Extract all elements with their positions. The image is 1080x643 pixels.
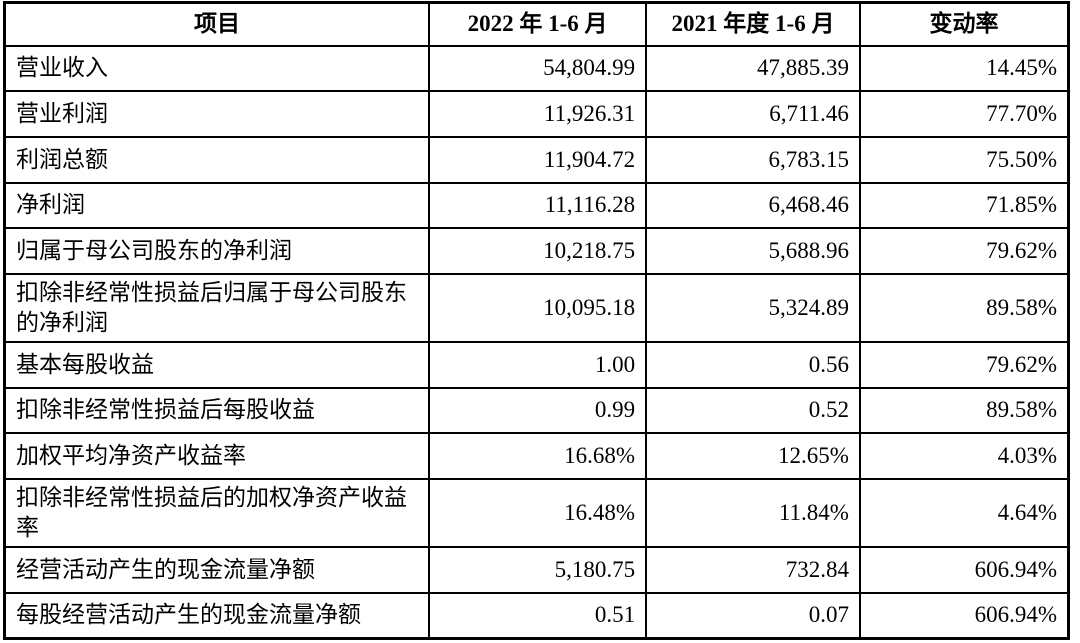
table-row: 净利润 11,116.28 6,468.46 71.85% xyxy=(3,181,1070,230)
table-row: 归属于母公司股东的净利润 10,218.75 5,688.96 79.62% xyxy=(3,227,1070,276)
value-2022-cell: 16.68% xyxy=(428,432,648,481)
table-row: 基本每股收益 1.00 0.56 79.62% xyxy=(3,340,1070,389)
value-2021-cell: 47,885.39 xyxy=(645,44,861,93)
value-2022-cell: 11,116.28 xyxy=(428,181,648,230)
table-row: 每股经营活动产生的现金流量净额 0.51 0.07 606.94% xyxy=(3,591,1070,640)
change-rate-cell: 4.03% xyxy=(858,432,1070,481)
header-2022-period: 2022 年 1-6 月 xyxy=(428,1,648,47)
header-item: 项目 xyxy=(3,1,431,47)
item-cell: 扣除非经常性损益后的加权净资产收益率 xyxy=(3,478,431,548)
change-rate-cell: 79.62% xyxy=(858,227,1070,276)
change-rate-cell: 71.85% xyxy=(858,181,1070,230)
table-row: 营业利润 11,926.31 6,711.46 77.70% xyxy=(3,90,1070,138)
value-2021-cell: 5,688.96 xyxy=(645,227,861,276)
value-2021-cell: 6,468.46 xyxy=(645,181,861,230)
value-2021-cell: 12.65% xyxy=(645,432,861,481)
table-row: 加权平均净资产收益率 16.68% 12.65% 4.03% xyxy=(3,432,1070,481)
value-2022-cell: 11,926.31 xyxy=(428,90,648,138)
table-row: 营业收入 54,804.99 47,885.39 14.45% xyxy=(3,44,1070,93)
value-2022-cell: 0.51 xyxy=(428,591,648,640)
value-2022-cell: 1.00 xyxy=(428,340,648,389)
value-2021-cell: 0.52 xyxy=(645,386,861,435)
header-2021-period: 2021 年度 1-6 月 xyxy=(645,1,861,47)
change-rate-cell: 606.94% xyxy=(858,591,1070,640)
table-body: 营业收入 54,804.99 47,885.39 14.45% 营业利润 11,… xyxy=(3,44,1070,640)
item-cell: 营业收入 xyxy=(3,44,431,93)
item-cell: 利润总额 xyxy=(3,135,431,184)
header-row: 项目 2022 年 1-6 月 2021 年度 1-6 月 变动率 xyxy=(3,1,1070,47)
table-row: 扣除非经常性损益后归属于母公司股东的净利润 10,095.18 5,324.89… xyxy=(3,273,1070,343)
item-cell: 每股经营活动产生的现金流量净额 xyxy=(3,591,431,640)
header-change-rate: 变动率 xyxy=(858,1,1070,47)
value-2021-cell: 732.84 xyxy=(645,545,861,594)
value-2022-cell: 10,095.18 xyxy=(428,273,648,343)
change-rate-cell: 606.94% xyxy=(858,545,1070,594)
change-rate-cell: 79.62% xyxy=(858,340,1070,389)
value-2022-cell: 11,904.72 xyxy=(428,135,648,184)
item-cell: 扣除非经常性损益后每股收益 xyxy=(3,386,431,435)
item-cell: 加权平均净资产收益率 xyxy=(3,432,431,481)
change-rate-cell: 77.70% xyxy=(858,90,1070,138)
table-row: 扣除非经常性损益后的加权净资产收益率 16.48% 11.84% 4.64% xyxy=(3,478,1070,548)
item-cell: 经营活动产生的现金流量净额 xyxy=(3,545,431,594)
value-2022-cell: 16.48% xyxy=(428,478,648,548)
value-2021-cell: 6,783.15 xyxy=(645,135,861,184)
value-2021-cell: 5,324.89 xyxy=(645,273,861,343)
value-2021-cell: 0.56 xyxy=(645,340,861,389)
change-rate-cell: 4.64% xyxy=(858,478,1070,548)
table-row: 经营活动产生的现金流量净额 5,180.75 732.84 606.94% xyxy=(3,545,1070,594)
table-row: 扣除非经常性损益后每股收益 0.99 0.52 89.58% xyxy=(3,386,1070,435)
change-rate-cell: 75.50% xyxy=(858,135,1070,184)
item-cell: 扣除非经常性损益后归属于母公司股东的净利润 xyxy=(3,273,431,343)
value-2022-cell: 54,804.99 xyxy=(428,44,648,93)
value-2022-cell: 10,218.75 xyxy=(428,227,648,276)
item-cell: 净利润 xyxy=(3,181,431,230)
change-rate-cell: 14.45% xyxy=(858,44,1070,93)
financial-summary-table: 项目 2022 年 1-6 月 2021 年度 1-6 月 变动率 营业收入 5… xyxy=(3,1,1070,640)
item-cell: 归属于母公司股东的净利润 xyxy=(3,227,431,276)
change-rate-cell: 89.58% xyxy=(858,386,1070,435)
value-2021-cell: 0.07 xyxy=(645,591,861,640)
value-2022-cell: 5,180.75 xyxy=(428,545,648,594)
table-header: 项目 2022 年 1-6 月 2021 年度 1-6 月 变动率 xyxy=(3,1,1070,47)
value-2021-cell: 11.84% xyxy=(645,478,861,548)
value-2022-cell: 0.99 xyxy=(428,386,648,435)
item-cell: 营业利润 xyxy=(3,90,431,138)
change-rate-cell: 89.58% xyxy=(858,273,1070,343)
item-cell: 基本每股收益 xyxy=(3,340,431,389)
table-row: 利润总额 11,904.72 6,783.15 75.50% xyxy=(3,135,1070,184)
value-2021-cell: 6,711.46 xyxy=(645,90,861,138)
